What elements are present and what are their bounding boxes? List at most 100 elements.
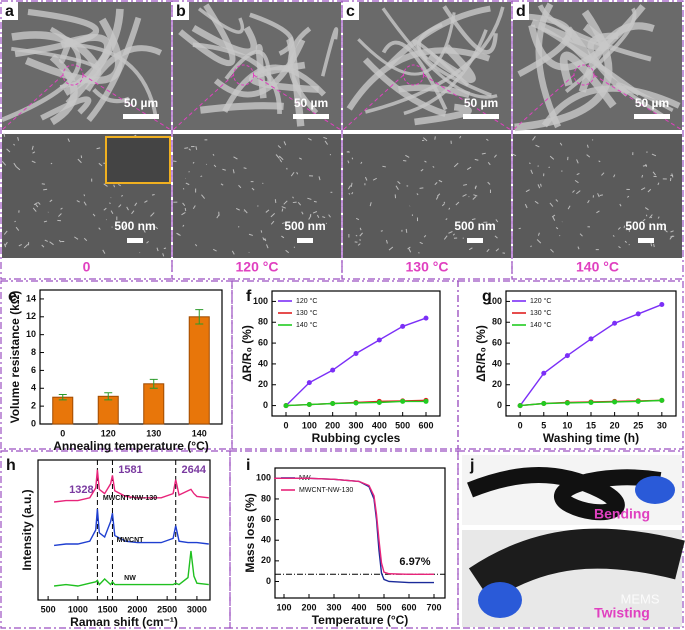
texture [388,246,394,251]
series-line [285,317,427,407]
texture [657,182,660,186]
texture [528,162,531,165]
watermark: MEMS [621,591,660,606]
texture [559,142,563,146]
texture [275,154,280,159]
texture [297,202,302,206]
texture [395,185,399,190]
x-axis-label: Rubbing cycles [312,431,401,445]
y-axis-label: Mass loss (%) [243,493,257,572]
series-line [53,508,209,547]
texture [347,160,350,164]
texture [143,229,146,233]
texture [200,175,203,178]
x-tick-label: 25 [633,420,643,430]
y-tick-label: 40 [261,535,271,545]
marker [376,399,382,405]
x-tick-label: 3000 [187,604,207,614]
texture [448,231,453,234]
texture [355,234,358,237]
fiber [364,6,505,114]
sem-image [513,134,682,258]
texture [599,194,603,196]
y-tick-label: 40 [492,358,502,368]
x-axis-label: Washing time (h) [543,431,639,445]
sem-image [343,134,511,258]
texture [628,228,630,232]
marker [400,323,406,329]
texture [49,241,54,246]
texture [617,226,621,230]
fiber [417,22,492,98]
scale-label: 500 nm [114,219,155,233]
y-tick-label: 80 [258,317,268,327]
texture [328,214,331,218]
fiber [255,44,267,99]
scale-bar [127,238,143,243]
texture [586,144,589,148]
texture [487,161,491,166]
texture [355,217,360,221]
texture [369,202,372,207]
photo-caption: Twisting [594,605,650,621]
texture [195,146,198,150]
texture [270,220,275,225]
fiber [357,12,456,76]
marker [612,320,618,326]
texture [657,216,660,219]
texture [670,235,675,238]
texture [182,224,185,227]
fiber [249,12,294,56]
fiber [192,42,282,115]
x-tick-label: 100 [276,602,291,612]
texture [324,140,329,145]
bar [143,383,165,425]
plot-frame [37,459,211,601]
y-tick-label: 0 [31,418,36,428]
texture [587,200,590,204]
residue-label: 6.97% [399,556,430,568]
scale-label: 500 nm [625,219,666,233]
y-axis-label: ΔR/R₀ (%) [240,325,254,382]
texture [524,203,528,209]
x-tick-label: 500 [395,420,410,430]
texture [260,230,263,233]
texture [96,147,101,150]
fiber [14,8,100,58]
label-bg [2,2,18,20]
texture [192,205,196,210]
texture [281,222,285,225]
texture [131,210,135,215]
texture [243,167,247,170]
texture [238,184,242,189]
fiber [528,4,646,71]
texture [455,201,460,206]
marker [353,351,359,356]
texture [16,166,21,171]
series-line [519,303,663,406]
error-bar [58,394,67,401]
marker [306,402,312,408]
texture [83,237,88,242]
texture [555,227,559,230]
texture [188,148,191,151]
y-axis-label: Volume resistance (kΩ) [8,291,22,424]
texture [418,252,420,254]
fiber [346,47,491,111]
panel-label: i [246,457,250,474]
scale-bar [638,238,654,243]
x-tick-label: 140 [192,428,207,438]
fiber [320,27,339,77]
marker [423,315,429,321]
texture [597,193,600,198]
marker [423,398,429,404]
error-bar [195,309,204,325]
x-tick-label: 20 [610,420,620,430]
texture [177,232,181,236]
texture [530,245,532,248]
texture [474,185,477,189]
texture [576,173,580,176]
x-axis-label: Raman shift (cm⁻¹) [70,615,178,629]
texture [162,253,165,257]
texture [3,230,8,235]
